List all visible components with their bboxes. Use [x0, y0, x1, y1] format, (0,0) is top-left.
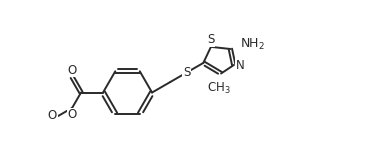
Text: S: S	[183, 66, 191, 79]
Text: CH$_3$: CH$_3$	[207, 81, 231, 96]
Text: S: S	[207, 33, 215, 46]
Text: N: N	[236, 59, 245, 72]
Text: NH$_2$: NH$_2$	[240, 37, 265, 52]
Text: O: O	[68, 64, 77, 77]
Text: O: O	[48, 109, 57, 122]
Text: O: O	[68, 108, 77, 121]
